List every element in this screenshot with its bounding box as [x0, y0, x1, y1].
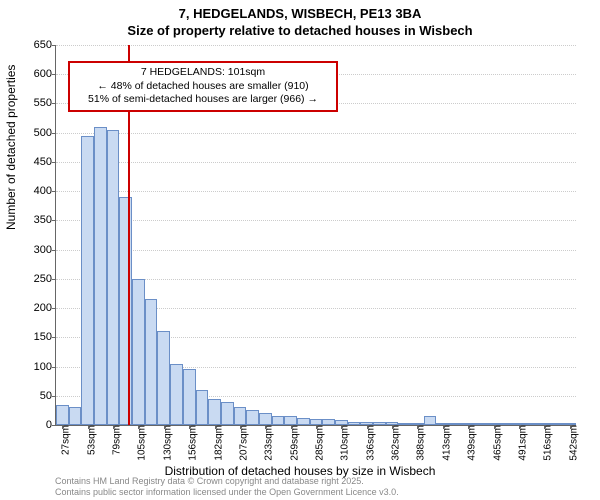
x-tick-mark [88, 425, 89, 429]
annotation-line-1: 7 HEDGELANDS: 101sqm [76, 66, 330, 80]
x-tick-mark [265, 425, 266, 429]
x-tick-mark [291, 425, 292, 429]
annotation-box: 7 HEDGELANDS: 101sqm← 48% of detached ho… [68, 61, 338, 112]
x-tick-mark [392, 425, 393, 429]
x-tick-label: 79sqm [110, 425, 123, 455]
histogram-bar [157, 331, 170, 425]
x-tick-label: 310sqm [338, 425, 351, 461]
histogram-bar [246, 410, 259, 425]
chart-container: 7, HEDGELANDS, WISBECH, PE13 3BA Size of… [0, 0, 600, 500]
x-tick-label: 413sqm [439, 425, 452, 461]
histogram-bar [475, 423, 488, 425]
x-tick-mark [189, 425, 190, 429]
x-tick-label: 156sqm [186, 425, 199, 461]
x-tick-mark [468, 425, 469, 429]
x-tick-mark [417, 425, 418, 429]
annotation-line-2: ← 48% of detached houses are smaller (91… [76, 80, 330, 94]
histogram-bar [234, 407, 247, 425]
x-tick-label: 439sqm [465, 425, 478, 461]
histogram-bar [373, 422, 386, 425]
grid-line [56, 250, 576, 252]
footer-line-2: Contains public sector information licen… [55, 487, 399, 498]
x-tick-label: 53sqm [84, 425, 97, 455]
x-tick-mark [215, 425, 216, 429]
title-line-1: 7, HEDGELANDS, WISBECH, PE13 3BA [0, 6, 600, 23]
histogram-bar [297, 418, 310, 425]
y-axis-label: Number of detached properties [4, 65, 18, 230]
histogram-bar [56, 405, 69, 425]
x-tick-mark [113, 425, 114, 429]
x-tick-label: 130sqm [160, 425, 173, 461]
chart-title: 7, HEDGELANDS, WISBECH, PE13 3BA Size of… [0, 0, 600, 40]
plot-area: 0501001502002503003504004505005506006502… [55, 45, 576, 426]
histogram-bar [272, 416, 285, 425]
x-tick-mark [341, 425, 342, 429]
histogram-bar [500, 423, 513, 425]
x-tick-label: 542sqm [566, 425, 579, 461]
histogram-bar [525, 423, 538, 425]
histogram-bar [145, 299, 158, 425]
x-tick-label: 491sqm [515, 425, 528, 461]
histogram-bar [259, 413, 272, 425]
x-tick-mark [544, 425, 545, 429]
histogram-bar [196, 390, 209, 425]
x-tick-label: 233sqm [262, 425, 275, 461]
histogram-bar [348, 422, 361, 426]
title-line-2: Size of property relative to detached ho… [0, 23, 600, 40]
histogram-bar [107, 130, 120, 425]
histogram-bar [81, 136, 94, 425]
x-tick-label: 182sqm [211, 425, 224, 461]
x-tick-label: 388sqm [414, 425, 427, 461]
histogram-bar [69, 407, 82, 425]
x-tick-mark [367, 425, 368, 429]
grid-line [56, 45, 576, 47]
grid-line [56, 220, 576, 222]
x-tick-label: 465sqm [490, 425, 503, 461]
histogram-bar [221, 402, 234, 425]
grid-line [56, 191, 576, 193]
histogram-bar [170, 364, 183, 425]
x-tick-label: 516sqm [541, 425, 554, 461]
grid-line [56, 162, 576, 164]
histogram-bar [424, 416, 437, 425]
chart-footer: Contains HM Land Registry data © Crown c… [55, 476, 399, 498]
annotation-line-3: 51% of semi-detached houses are larger (… [76, 93, 330, 107]
x-tick-label: 105sqm [135, 425, 148, 461]
histogram-bar [132, 279, 145, 425]
x-tick-label: 27sqm [59, 425, 72, 455]
histogram-bar [94, 127, 107, 425]
histogram-bar [284, 416, 297, 425]
x-tick-mark [164, 425, 165, 429]
y-tick-mark [52, 425, 56, 426]
x-tick-label: 362sqm [389, 425, 402, 461]
x-tick-mark [443, 425, 444, 429]
x-tick-label: 259sqm [287, 425, 300, 461]
histogram-bar [322, 419, 335, 425]
histogram-bar [208, 399, 221, 425]
histogram-bar [183, 369, 196, 425]
x-tick-mark [62, 425, 63, 429]
x-tick-mark [519, 425, 520, 429]
x-tick-label: 336sqm [363, 425, 376, 461]
x-tick-mark [570, 425, 571, 429]
histogram-bar [551, 423, 564, 425]
x-tick-label: 285sqm [313, 425, 326, 461]
x-tick-label: 207sqm [236, 425, 249, 461]
x-tick-mark [138, 425, 139, 429]
x-tick-mark [316, 425, 317, 429]
x-tick-mark [494, 425, 495, 429]
footer-line-1: Contains HM Land Registry data © Crown c… [55, 476, 399, 487]
grid-line [56, 133, 576, 135]
histogram-bar [449, 423, 462, 425]
x-tick-mark [240, 425, 241, 429]
histogram-bar [398, 423, 411, 425]
